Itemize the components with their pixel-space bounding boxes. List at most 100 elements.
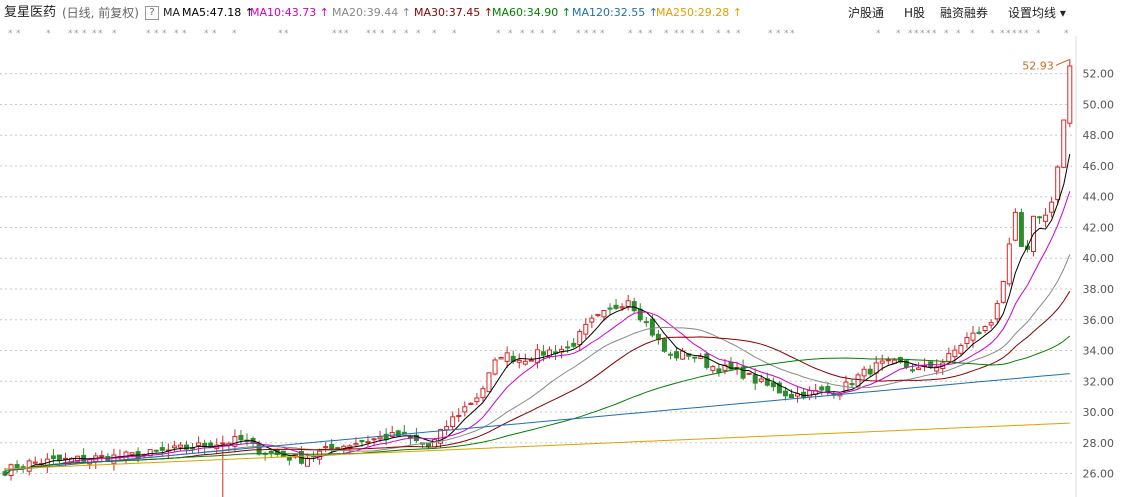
- event-marker[interactable]: *: [344, 29, 349, 39]
- candle-body: [456, 414, 462, 417]
- candle-body: [111, 454, 117, 464]
- event-marker[interactable]: *: [592, 29, 597, 39]
- candle-body: [365, 441, 371, 444]
- event-marker[interactable]: *: [8, 29, 13, 39]
- event-marker[interactable]: *: [278, 29, 283, 39]
- nav-ma-settings[interactable]: 设置均线 ▾: [1008, 6, 1066, 20]
- event-marker[interactable]: *: [112, 29, 117, 39]
- event-marker[interactable]: *: [82, 29, 87, 39]
- event-marker[interactable]: *: [914, 29, 919, 39]
- candle-body: [153, 449, 159, 452]
- event-marker[interactable]: *: [1024, 29, 1029, 39]
- nav-hk-connect[interactable]: 沪股通: [848, 6, 885, 20]
- candle-body: [649, 318, 655, 336]
- y-tick-label: 42.00: [1083, 221, 1115, 234]
- event-marker[interactable]: *: [98, 29, 103, 39]
- nav-h-share[interactable]: H股: [904, 6, 926, 20]
- candle-body: [710, 366, 716, 371]
- event-marker[interactable]: *: [392, 29, 397, 39]
- event-marker[interactable]: *: [716, 29, 721, 39]
- event-marker[interactable]: *: [932, 29, 937, 39]
- event-marker[interactable]: *: [576, 29, 581, 39]
- event-marker[interactable]: *: [162, 29, 167, 39]
- candle-body: [952, 349, 958, 358]
- event-marker[interactable]: *: [372, 29, 377, 39]
- event-marker[interactable]: *: [1018, 29, 1023, 39]
- event-marker[interactable]: *: [530, 29, 535, 39]
- candle-body: [885, 359, 891, 362]
- y-tick-label: 52.00: [1083, 68, 1115, 81]
- event-marker[interactable]: *: [1006, 29, 1011, 39]
- y-tick-label: 48.00: [1083, 129, 1115, 142]
- y-tick-label: 30.00: [1083, 406, 1115, 419]
- event-marker[interactable]: *: [404, 29, 409, 39]
- y-tick-label: 26.00: [1083, 468, 1115, 481]
- event-marker[interactable]: *: [174, 29, 179, 39]
- event-marker[interactable]: *: [648, 29, 653, 39]
- event-marker[interactable]: *: [920, 29, 925, 39]
- event-marker[interactable]: *: [338, 29, 343, 39]
- event-marker[interactable]: *: [908, 29, 913, 39]
- event-marker[interactable]: *: [1012, 29, 1017, 39]
- event-marker[interactable]: *: [416, 29, 421, 39]
- event-marker[interactable]: *: [284, 29, 289, 39]
- candle-body: [1055, 166, 1061, 201]
- candle-body: [782, 390, 788, 397]
- candle-body: [323, 446, 329, 449]
- event-marker[interactable]: *: [726, 29, 731, 39]
- event-marker[interactable]: *: [452, 29, 457, 39]
- event-marker[interactable]: *: [876, 29, 881, 39]
- event-marker[interactable]: *: [1036, 29, 1041, 39]
- event-marker[interactable]: *: [540, 29, 545, 39]
- event-marker[interactable]: *: [182, 29, 187, 39]
- event-marker[interactable]: *: [496, 29, 501, 39]
- event-marker[interactable]: *: [508, 29, 513, 39]
- event-marker[interactable]: *: [146, 29, 151, 39]
- event-marker[interactable]: *: [790, 29, 795, 39]
- event-marker[interactable]: *: [896, 29, 901, 39]
- event-marker[interactable]: *: [584, 29, 589, 39]
- event-marker[interactable]: *: [1000, 29, 1005, 39]
- nav-margin[interactable]: 融资融券: [940, 6, 989, 20]
- event-marker[interactable]: *: [600, 29, 605, 39]
- event-marker[interactable]: *: [380, 29, 385, 39]
- event-marker[interactable]: *: [956, 29, 961, 39]
- event-marker[interactable]: *: [74, 29, 79, 39]
- event-marker[interactable]: *: [700, 29, 705, 39]
- candle-body: [595, 313, 601, 317]
- event-marker[interactable]: *: [432, 29, 437, 39]
- event-marker[interactable]: *: [784, 29, 789, 39]
- event-marker[interactable]: *: [690, 29, 695, 39]
- event-marker[interactable]: *: [768, 29, 773, 39]
- event-marker[interactable]: *: [16, 29, 21, 39]
- ma-legend-item: MA30:37.45 ↑: [414, 6, 493, 19]
- event-marker[interactable]: *: [154, 29, 159, 39]
- event-marker[interactable]: *: [638, 29, 643, 39]
- event-marker[interactable]: *: [92, 29, 97, 39]
- event-marker[interactable]: *: [628, 29, 633, 39]
- event-marker[interactable]: *: [736, 29, 741, 39]
- event-marker[interactable]: *: [944, 29, 949, 39]
- event-marker[interactable]: *: [68, 29, 73, 39]
- candle-body: [238, 434, 244, 441]
- event-marker[interactable]: *: [46, 29, 51, 39]
- event-marker[interactable]: *: [204, 29, 209, 39]
- event-marker[interactable]: *: [332, 29, 337, 39]
- help-icon[interactable]: ?: [145, 6, 159, 20]
- event-marker[interactable]: *: [990, 29, 995, 39]
- event-marker[interactable]: *: [520, 29, 525, 39]
- event-marker[interactable]: *: [680, 29, 685, 39]
- y-tick-label: 40.00: [1083, 252, 1115, 265]
- event-marker[interactable]: *: [674, 29, 679, 39]
- event-marker[interactable]: *: [212, 29, 217, 39]
- event-marker[interactable]: *: [552, 29, 557, 39]
- event-marker[interactable]: *: [664, 29, 669, 39]
- event-marker[interactable]: *: [232, 29, 237, 39]
- candle-body: [746, 372, 752, 375]
- candle-body: [1037, 216, 1043, 219]
- event-marker[interactable]: *: [1064, 29, 1069, 39]
- event-marker[interactable]: *: [776, 29, 781, 39]
- event-marker[interactable]: *: [926, 29, 931, 39]
- event-marker[interactable]: *: [366, 29, 371, 39]
- event-marker[interactable]: *: [970, 29, 975, 39]
